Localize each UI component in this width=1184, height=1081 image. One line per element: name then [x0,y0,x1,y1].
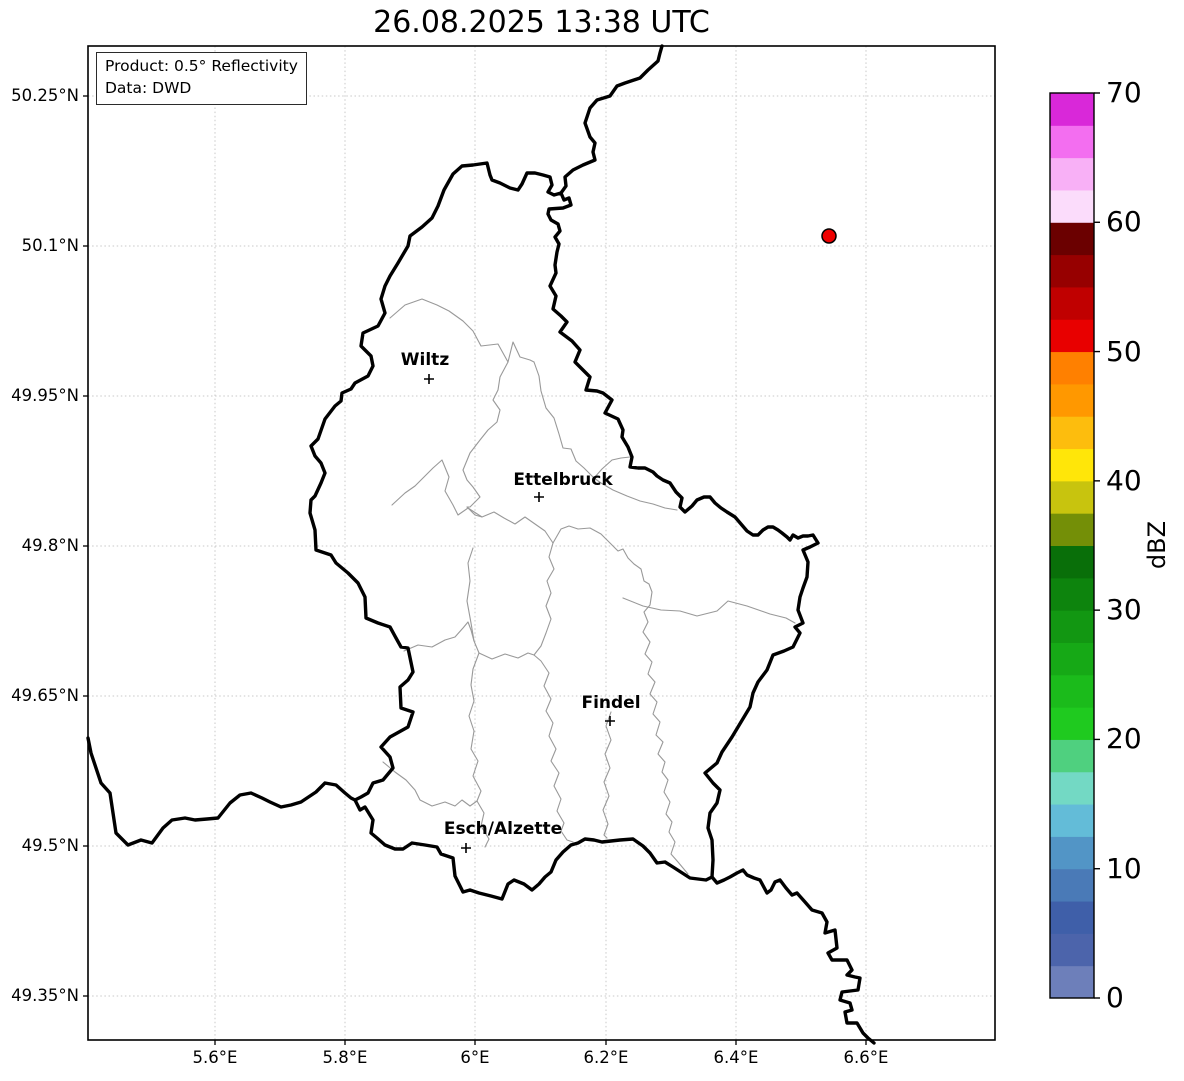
colorbar-tick-label: 20 [1106,722,1142,756]
city-plus-marker-icon [461,843,471,853]
canton-border-line [478,652,535,660]
colorbar-tick-label: 10 [1106,851,1142,885]
colorbar-tick-label: 70 [1106,76,1142,109]
colorbar-segment [1050,480,1094,514]
city-plus-marker-icon [605,716,615,726]
y-tick-label: 50.1°N [21,236,79,255]
y-tick-label: 49.5°N [21,836,79,855]
colorbar-frame [1049,92,1095,999]
canton-border-line [391,459,554,544]
national-border-line [710,868,876,1045]
colorbar-segment [1050,965,1094,999]
colorbar-segment [1050,577,1094,611]
colorbar-tick-label: 30 [1106,593,1142,627]
colorbar-segment [1050,125,1094,159]
colorbar-tick-label: 60 [1106,205,1142,239]
colorbar-segment [1050,901,1094,934]
x-tick-label: 5.8°E [322,1048,368,1067]
colorbar-segment [1050,254,1094,288]
x-tick-label: 5.6°E [192,1048,238,1067]
x-tick-label: 6.6°E [843,1048,889,1067]
canton-border-line [466,506,483,518]
plot-frame [87,45,996,1041]
city-label: Wiltz [400,350,450,370]
city-label: Findel [581,693,641,713]
city-plus-marker-icon [424,374,434,384]
luxembourg-border-line [308,161,820,901]
colorbar-segment [1050,642,1094,676]
colorbar-segment [1050,707,1094,740]
canton-border-line [533,361,595,479]
city-label: Esch/Alzette [443,819,563,839]
colorbar-tick-label: 40 [1106,463,1142,497]
colorbar-segment [1050,93,1094,126]
city-plus-marker-icon [534,492,544,502]
colorbar-segment [1050,448,1094,482]
colorbar-segment [1050,674,1094,708]
canton-border-line [466,547,490,848]
figure-title: 26.08.2025 13:38 UTC [373,5,710,40]
x-tick-label: 6.2°E [583,1048,629,1067]
colorbar-segment [1050,286,1094,320]
colorbar-segment [1050,545,1094,579]
canton-border-line [462,361,509,508]
colorbar-segment [1050,739,1094,773]
national-border-line [86,736,357,847]
y-tick-label: 50.25°N [11,86,79,105]
colorbar-tick-label: 0 [1106,981,1124,1014]
colorbar-segment [1050,933,1094,967]
canton-border-line [533,542,574,843]
y-tick-label: 49.8°N [21,536,79,555]
y-tick-label: 49.35°N [11,986,79,1005]
colorbar-segment [1050,157,1094,191]
canton-border-line [382,761,478,807]
colorbar-segment [1050,868,1094,902]
national-border-line [559,44,664,195]
city-label: Ettelbruck [513,470,613,490]
product-info-line1: Product: 0.5° Reflectivity [105,57,298,75]
colorbar-segment [1050,771,1094,805]
colorbar-segment [1050,189,1094,223]
colorbar-segment [1050,836,1094,870]
colorbar-tick-label: 50 [1106,334,1142,368]
y-tick-label: 49.95°N [11,386,79,405]
colorbar-segment [1050,513,1094,546]
x-tick-label: 6°E [460,1048,490,1067]
product-info-line2: Data: DWD [105,79,192,98]
canton-border-line [593,456,631,479]
colorbar-segment [1050,804,1094,837]
y-tick-label: 49.65°N [11,686,79,705]
canton-border-line [622,597,796,624]
colorbar-segment [1050,383,1094,417]
colorbar-segment [1050,222,1094,256]
canton-border-line [403,621,475,652]
colorbar-segment [1050,610,1094,643]
x-tick-label: 6.4°E [713,1048,759,1067]
product-info-box: Product: 0.5° Reflectivity Data: DWD [96,52,307,105]
colorbar-segment [1050,319,1094,353]
colorbar-segment [1050,416,1094,450]
canton-border-line [389,298,535,363]
canton-border-line [602,711,612,839]
canton-border-line [593,477,678,511]
colorbar-segment [1050,351,1094,385]
radar-site-dot [821,228,837,244]
colorbar-axis-label: dBZ [1143,520,1171,570]
canton-border-line [552,525,689,875]
